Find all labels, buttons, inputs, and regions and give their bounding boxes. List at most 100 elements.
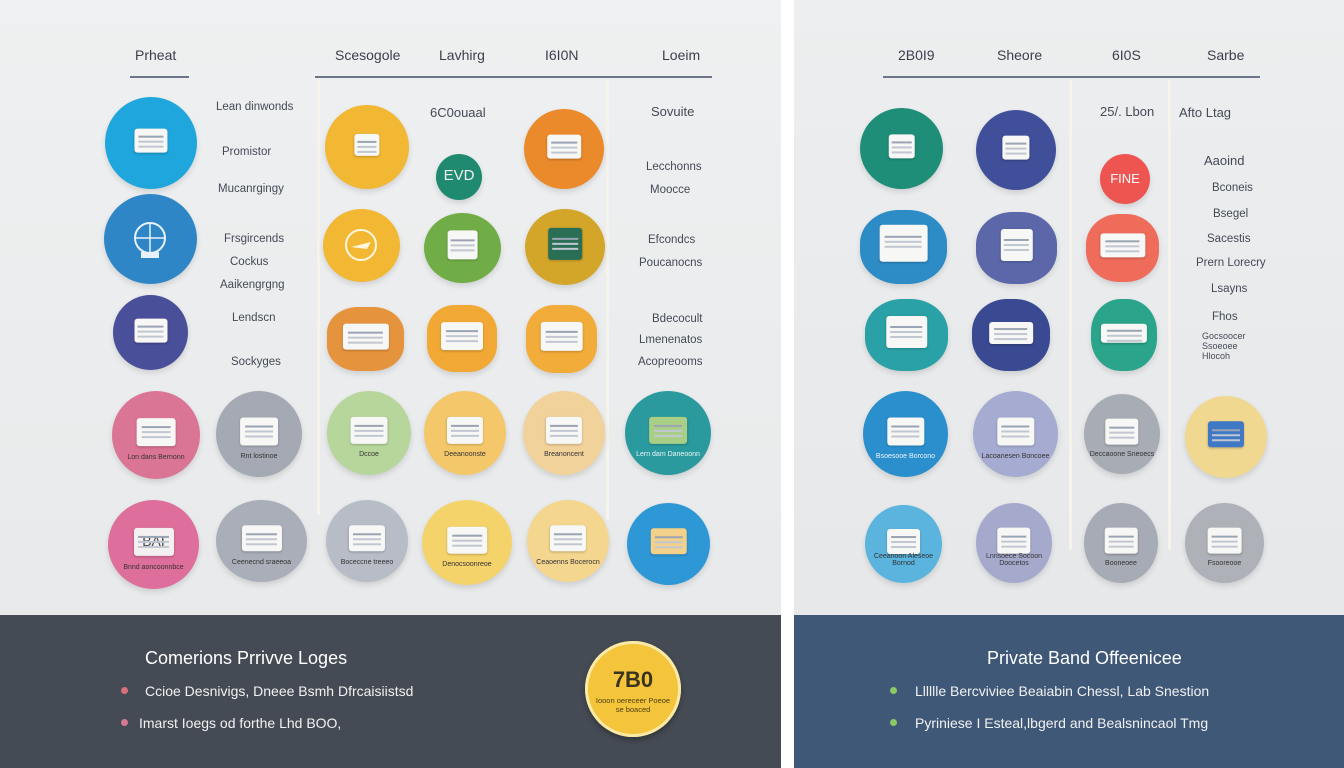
icon-caption: Lnnsoece Socoon Doocetos [985, 553, 1043, 567]
header-scesogole: Scesogole [335, 47, 401, 63]
bullet-dot [121, 719, 128, 726]
label: Mucanrgingy [218, 183, 284, 195]
printer-icon: Breanoncent [523, 391, 605, 475]
header-prheat: Prheat [135, 47, 177, 63]
right-footer: Private Band Offeenicee Lllllle Bercvivi… [794, 615, 1344, 768]
document-icon [113, 295, 188, 370]
bai-text: BAI [133, 527, 174, 556]
label: Efcondcs [648, 234, 696, 246]
badge-text: EVD [443, 167, 475, 184]
evd-badge-icon: EVD [436, 154, 482, 200]
keyboard-icon: Ceenecnd sraeeoa [216, 500, 307, 582]
label: Gocsoocer Ssoeoee Hlocoh [1202, 331, 1246, 361]
stat-number: 7B0 [612, 667, 654, 692]
window-icon [327, 307, 404, 371]
cloud-icon: Deccaoone Sneoecs [1084, 394, 1160, 474]
document-icon: Lon dans Bernonn [112, 391, 200, 479]
bag-icon [424, 213, 501, 283]
right-panel: 2B0I9 Sheore 6I0S Sarbe 25/. Lbon FINE A… [794, 0, 1344, 768]
badge-text: FINE [1110, 171, 1140, 186]
header-lavhirg: Lavhirg [439, 47, 485, 63]
icon-caption: Ceenecnd sraeeoa [231, 558, 292, 566]
footer-title: Private Band Offeenicee [987, 648, 1182, 668]
graduation-cap-icon: Bsoesooe Borcono [863, 391, 948, 477]
icon-caption: Boceccne treeeo [340, 558, 394, 566]
icon-caption: Rnt lostinoe [240, 452, 278, 460]
chat-icon [325, 105, 409, 189]
panel-gap [781, 0, 794, 768]
keyboard-icon [1091, 299, 1157, 371]
label: Poucanocns [639, 257, 703, 269]
header-underline [315, 76, 712, 78]
footer-bullet: Ccioe Desnivigs, Dneee Bsmh Dfrcaisiists… [145, 683, 414, 699]
laptop-icon [105, 97, 197, 189]
monitor-icon [860, 210, 947, 284]
fine-badge-icon: FINE [1100, 154, 1150, 204]
header-i6i0n: I6I0N [545, 47, 579, 63]
chat-icon [860, 108, 943, 189]
video-icon [976, 110, 1056, 190]
icon-caption: Booneoee [1105, 560, 1137, 567]
monitor-icon: Rnt lostinoe [216, 391, 302, 477]
icon-caption: Denocsoonreoe [442, 561, 492, 568]
icon-caption: Deccaoone Sneoecs [1089, 451, 1155, 458]
icon-caption: Lern dam Daneoonn [636, 451, 700, 459]
box-icon [1185, 396, 1267, 478]
label: Bconeis [1212, 182, 1253, 194]
landscape-icon: Lern dam Daneoonn [625, 391, 711, 475]
icon-caption: Breanoncent [544, 451, 584, 459]
globe-icon [134, 222, 166, 258]
tablet-icon [525, 209, 605, 285]
label: Lecchonns [646, 161, 702, 173]
icon-caption: Bsoesooe Borcono [875, 452, 936, 460]
column-divider [1069, 80, 1072, 550]
label: Frsgircends [224, 233, 285, 245]
footer-bullet: Imarst Ioegs od forthe Lhd BOO, [139, 715, 342, 731]
server-icon: Booneoee [1084, 503, 1158, 583]
label: Fhos [1212, 311, 1238, 323]
cloud-icon: Boceccne treeeo [326, 500, 408, 582]
footer-bullet: Lllllle Bercviviee Beaiabin Chessl, Lab … [915, 683, 1210, 699]
bullet-dot [121, 687, 128, 694]
label: Lmenenatos [639, 334, 703, 346]
house-icon: Lnnsoece Socoon Doocetos [976, 503, 1052, 583]
printer-icon [976, 212, 1057, 284]
label: Afto Ltag [1179, 105, 1232, 120]
keyboard-icon [972, 299, 1050, 371]
gear-icon: Fsooreooe [1185, 503, 1264, 583]
camera-icon: Ceaoenns Bocerocn [527, 500, 609, 582]
label: Bsegel [1213, 208, 1249, 220]
plane-icon [345, 229, 377, 261]
document-stack-icon [526, 305, 597, 373]
document-icon [865, 299, 948, 371]
envelope-icon: Ceeanoon Aleseoe Bornod [865, 505, 942, 583]
icon-caption: Ceaoenns Bocerocn [536, 558, 600, 566]
icon-caption: Lacoanesen Boncoee [981, 452, 1050, 460]
header-sarbe: Sarbe [1207, 47, 1245, 63]
label: Sacestis [1207, 233, 1251, 245]
label: Lsayns [1211, 283, 1248, 295]
icon-caption: Bnnd aoncoonnbce [123, 564, 184, 572]
column-divider [1168, 80, 1171, 550]
label: Sockyges [231, 356, 281, 368]
icon-caption: Dccoe [359, 451, 379, 459]
footer-bullet: Pyriniese I Esteal,lbgerd and Bealsninca… [915, 715, 1209, 731]
header-loeim: Loeim [662, 47, 701, 63]
mail-icon [524, 109, 604, 189]
top-label: 6C0ouaal [430, 105, 486, 120]
header-underline [130, 76, 189, 78]
bullet-dot [890, 687, 897, 694]
label: Moocce [650, 184, 691, 196]
icon-caption: Deeanoonste [444, 451, 486, 459]
mid-label: 25/. Lbon [1100, 104, 1155, 119]
bullet-dot [890, 719, 897, 726]
label: Aaikengrgng [220, 279, 285, 291]
column-divider [606, 80, 609, 520]
globe-icon [104, 194, 197, 284]
label: Lean dinwonds [216, 101, 294, 113]
label: Sovuite [651, 104, 695, 119]
document-stack-icon [427, 305, 497, 372]
folder-icon: Lacoanesen Boncoee [973, 391, 1058, 477]
label: Aaoind [1204, 153, 1245, 168]
label: Bdecocult [652, 313, 703, 325]
